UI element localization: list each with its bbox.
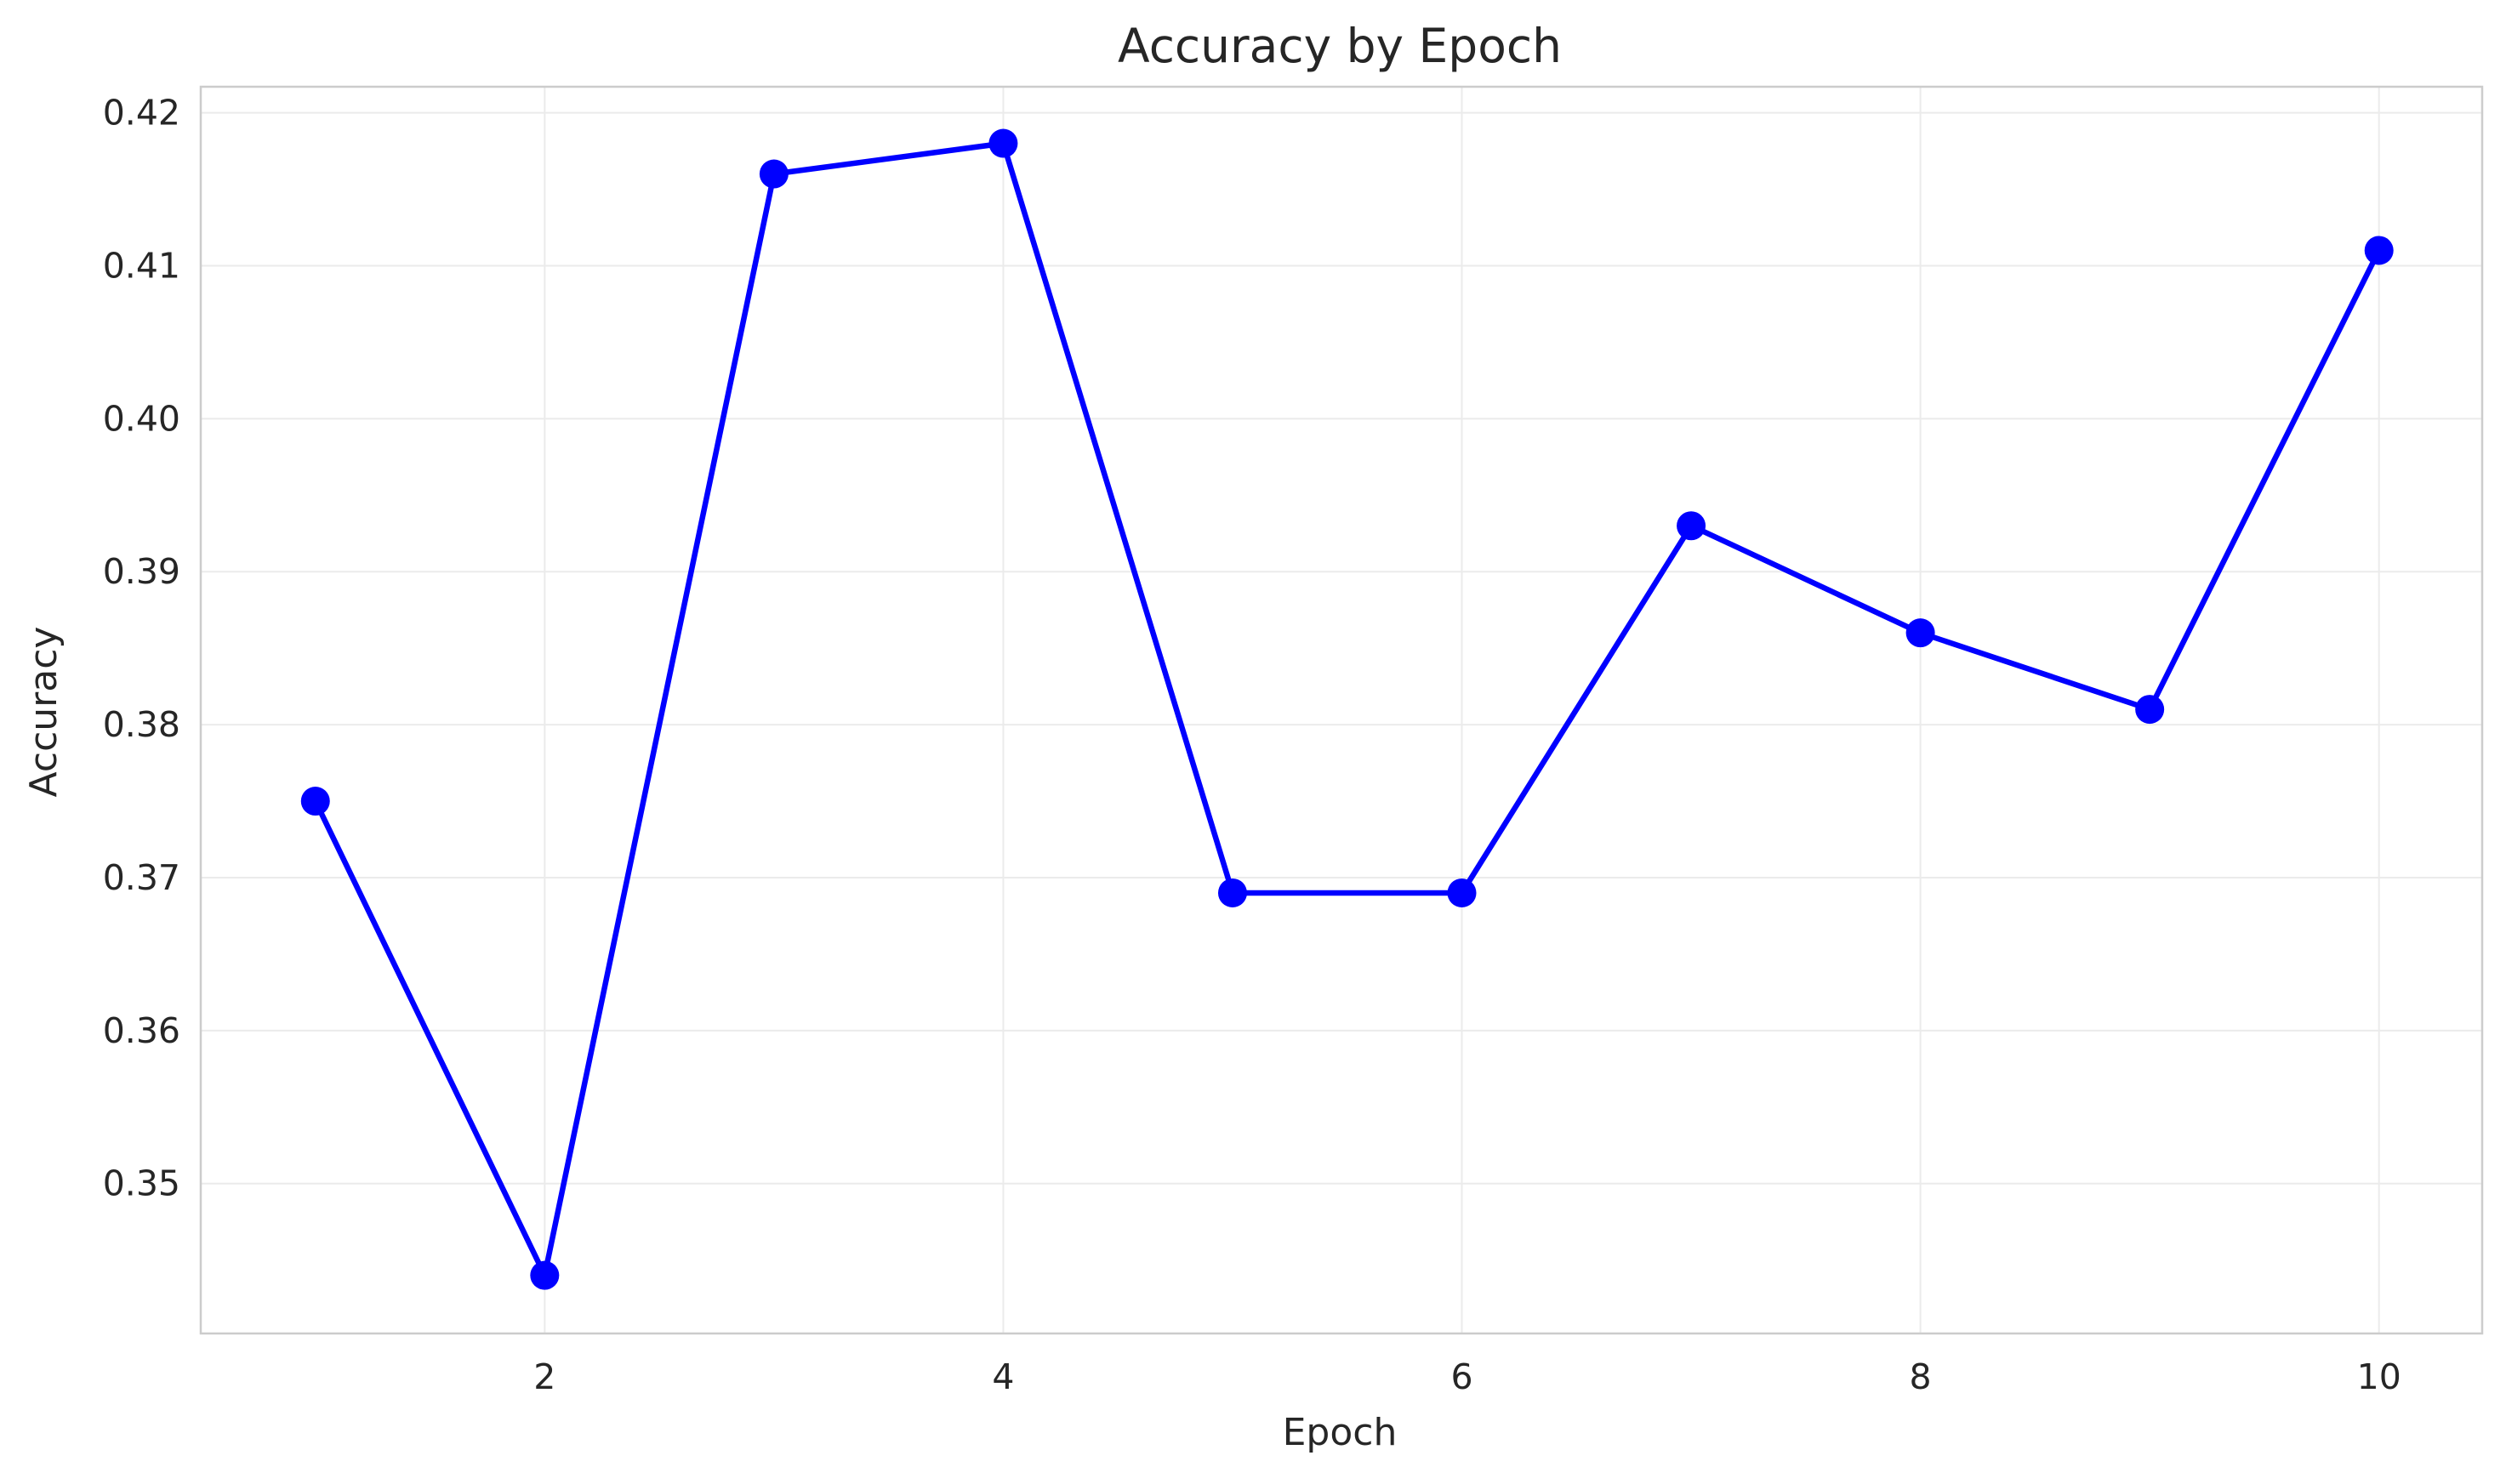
chart-title: Accuracy by Epoch	[1118, 19, 1562, 73]
data-point	[1217, 878, 1247, 907]
y-tick-label: 0.37	[103, 857, 180, 898]
x-tick-label: 10	[2357, 1356, 2401, 1397]
data-point	[988, 128, 1018, 158]
y-tick-label: 0.38	[103, 704, 180, 745]
x-axis-title: Epoch	[1283, 1411, 1398, 1454]
series-layer	[300, 128, 2394, 1290]
grid	[201, 87, 2482, 1333]
x-tick-label: 4	[992, 1356, 1014, 1397]
data-point	[1905, 618, 1935, 648]
y-tick-label: 0.36	[103, 1010, 180, 1051]
y-tick-label: 0.41	[103, 245, 180, 286]
x-tick-label: 2	[533, 1356, 555, 1397]
plot-frame	[199, 85, 2484, 1335]
y-axis-ticks: 0.35 0.36 0.37 0.38 0.39 0.40 0.41 0.42	[103, 93, 180, 1204]
y-tick-label: 0.35	[103, 1163, 180, 1204]
data-point	[1447, 878, 1477, 907]
y-tick-label: 0.40	[103, 398, 180, 439]
x-tick-label: 8	[1910, 1356, 1932, 1397]
data-point	[300, 787, 330, 816]
data-point	[759, 159, 789, 189]
x-axis-ticks: 2 4 6 8 10	[533, 1356, 2401, 1397]
y-tick-label: 0.39	[103, 551, 180, 592]
data-point	[2135, 695, 2165, 725]
series-line	[312, 140, 2382, 1278]
data-point	[530, 1260, 560, 1290]
x-tick-label: 6	[1450, 1356, 1472, 1397]
y-axis-title: Accuracy	[22, 627, 65, 798]
data-point	[1677, 511, 1706, 541]
y-tick-label: 0.42	[103, 93, 180, 134]
data-point	[2364, 236, 2394, 265]
